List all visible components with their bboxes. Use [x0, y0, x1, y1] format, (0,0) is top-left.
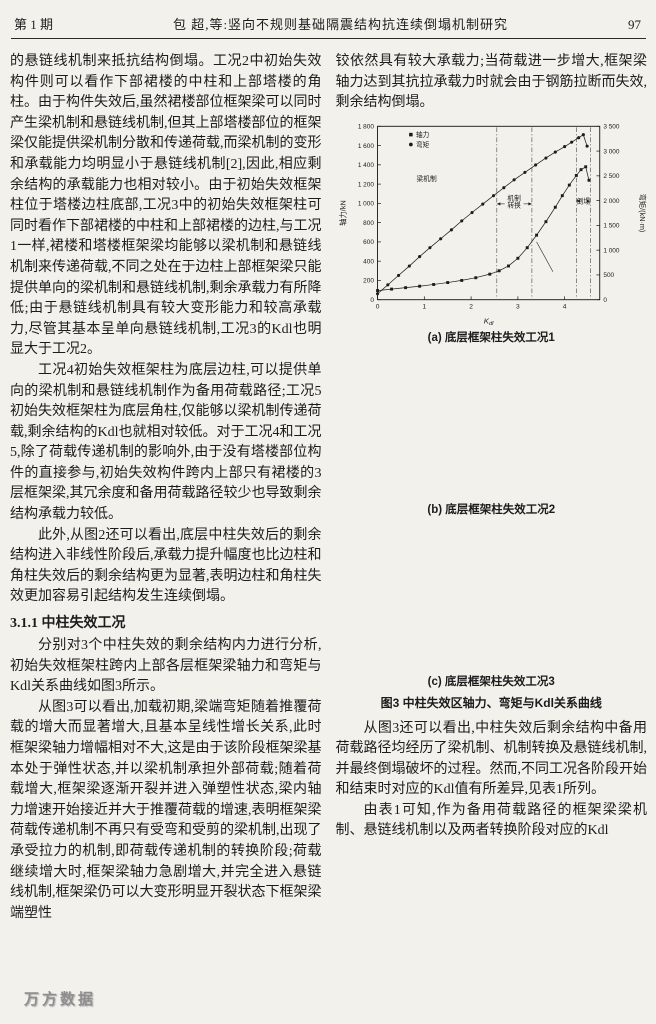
paragraph: 由表1可知,作为备用荷载路径的框架梁梁机制、悬链线机制以及两者转换阶段对应的Kd… — [335, 802, 648, 839]
header-rule — [11, 38, 646, 39]
section-heading: 3.1.1 中柱失效工况 — [10, 616, 126, 632]
journal-issue: 第 1 期 — [14, 17, 54, 32]
svg-text:1 000: 1 000 — [357, 200, 373, 207]
svg-text:0: 0 — [370, 297, 374, 304]
svg-text:梁机制: 梁机制 — [416, 174, 436, 183]
chart-axes: 0 200 400 600 800 1 000 1 200 1 400 1 600 1 800 0 5… — [338, 123, 647, 327]
chart-c-svg — [336, 522, 648, 672]
paragraph: 分别对3个中柱失效的剩余结构内力进行分析,初始失效框架柱跨内上部各层框架梁轴力和… — [10, 638, 322, 695]
svg-text:0: 0 — [603, 297, 607, 304]
svg-text:500: 500 — [603, 272, 614, 279]
figure-caption: 图3 中柱失效区轴力、弯矩与Kdl关系曲线 — [380, 695, 602, 710]
chart-a-caption: (a) 底层框架柱失效工况1 — [427, 331, 555, 344]
svg-text:1 500: 1 500 — [603, 222, 619, 229]
paragraph: 的悬链线机制来抵抗结构倒塌。工况2中初始失效构件则可以看作下部裙楼的中柱和上部塔… — [10, 54, 322, 358]
watermark: 万方数据 — [24, 991, 97, 1008]
svg-text:3 500: 3 500 — [603, 123, 619, 130]
chart-b-svg — [336, 350, 648, 500]
svg-text:倒塌: 倒塌 — [576, 196, 590, 205]
svg-text:800: 800 — [363, 220, 374, 227]
svg-text:弯矩: 弯矩 — [416, 140, 430, 149]
svg-text:1: 1 — [422, 303, 426, 310]
svg-text:1 800: 1 800 — [357, 123, 373, 130]
series-axial-force — [375, 165, 590, 292]
svg-text:轴力/kN: 轴力/kN — [338, 200, 347, 225]
svg-text:600: 600 — [363, 239, 374, 246]
svg-text:200: 200 — [363, 277, 374, 284]
paragraph: 此外,从图2还可以看出,底层中柱失效后的剩余结构进入非线性阶段后,承载力提升幅度… — [10, 527, 322, 605]
svg-text:3 000: 3 000 — [603, 148, 619, 155]
phase-boundary-lines — [496, 127, 591, 299]
paragraph: 从图3还可以看出,中柱失效后剩余结构中备用荷载路径均经历了梁机制、机制转换及悬链… — [335, 720, 648, 798]
svg-text:3: 3 — [516, 303, 520, 310]
running-title: 包 超,等:竖向不规则基础隔震结构抗连续倒塌机制研究 — [172, 17, 509, 32]
svg-text:1 600: 1 600 — [357, 143, 373, 150]
left-column: 的悬链线机制来抵抗结构倒塌。工况2中初始失效构件则可以看作下部裙楼的中柱和上部塔… — [10, 52, 322, 924]
chart-b-caption: (b) 底层框架柱失效工况2 — [427, 503, 556, 516]
two-column-body: 的悬链线机制来抵抗结构倒塌。工况2中初始失效构件则可以看作下部裙楼的中柱和上部塔… — [10, 52, 647, 924]
svg-text:400: 400 — [363, 258, 374, 265]
svg-text:弯矩/(kN·m): 弯矩/(kN·m) — [638, 193, 647, 232]
svg-text:0: 0 — [375, 303, 379, 310]
right-column: 铰依然具有较大承载力;当荷载进一步增大,框架梁轴力达到其抗拉承载力时就会由于钢筋… — [336, 52, 648, 924]
paragraph: 铰依然具有较大承载力;当荷载进一步增大,框架梁轴力达到其抗拉承载力时就会由于钢筋… — [335, 54, 648, 111]
svg-text:机制转换: 机制转换 — [507, 193, 521, 209]
svg-text:2 000: 2 000 — [603, 198, 619, 205]
figure-3: 0 200 400 600 800 1 000 1 200 1 400 1 600 1 800 0 5… — [336, 118, 648, 711]
chart-a-svg: 0 200 400 600 800 1 000 1 200 1 400 1 600 1 800 0 5… — [338, 123, 647, 327]
svg-text:1 000: 1 000 — [603, 247, 619, 254]
paragraph: 从图3可以看出,加载初期,梁端弯矩随着推覆荷载的增大而显著增大,且基本呈线性增长… — [10, 699, 322, 921]
svg-text:1 200: 1 200 — [357, 181, 373, 188]
series-bending-moment — [375, 132, 589, 296]
svg-text:4: 4 — [562, 303, 566, 310]
chart-c-caption: (c) 底层框架柱失效工况3 — [427, 675, 555, 688]
paragraph: 工况4初始失效框架柱为底层边柱,可以提供单向的梁机制和悬链线机制作为备用荷载路径… — [10, 362, 322, 523]
page-number: 97 — [628, 17, 641, 32]
svg-text:轴力: 轴力 — [416, 130, 429, 139]
svg-text:Kdl: Kdl — [483, 316, 493, 327]
svg-text:2: 2 — [469, 303, 473, 310]
svg-text:2 500: 2 500 — [603, 173, 619, 180]
svg-text:1 400: 1 400 — [357, 162, 373, 169]
page-header: 第 1 期 包 超,等:竖向不规则基础隔震结构抗连续倒塌机制研究 97 — [10, 10, 647, 38]
